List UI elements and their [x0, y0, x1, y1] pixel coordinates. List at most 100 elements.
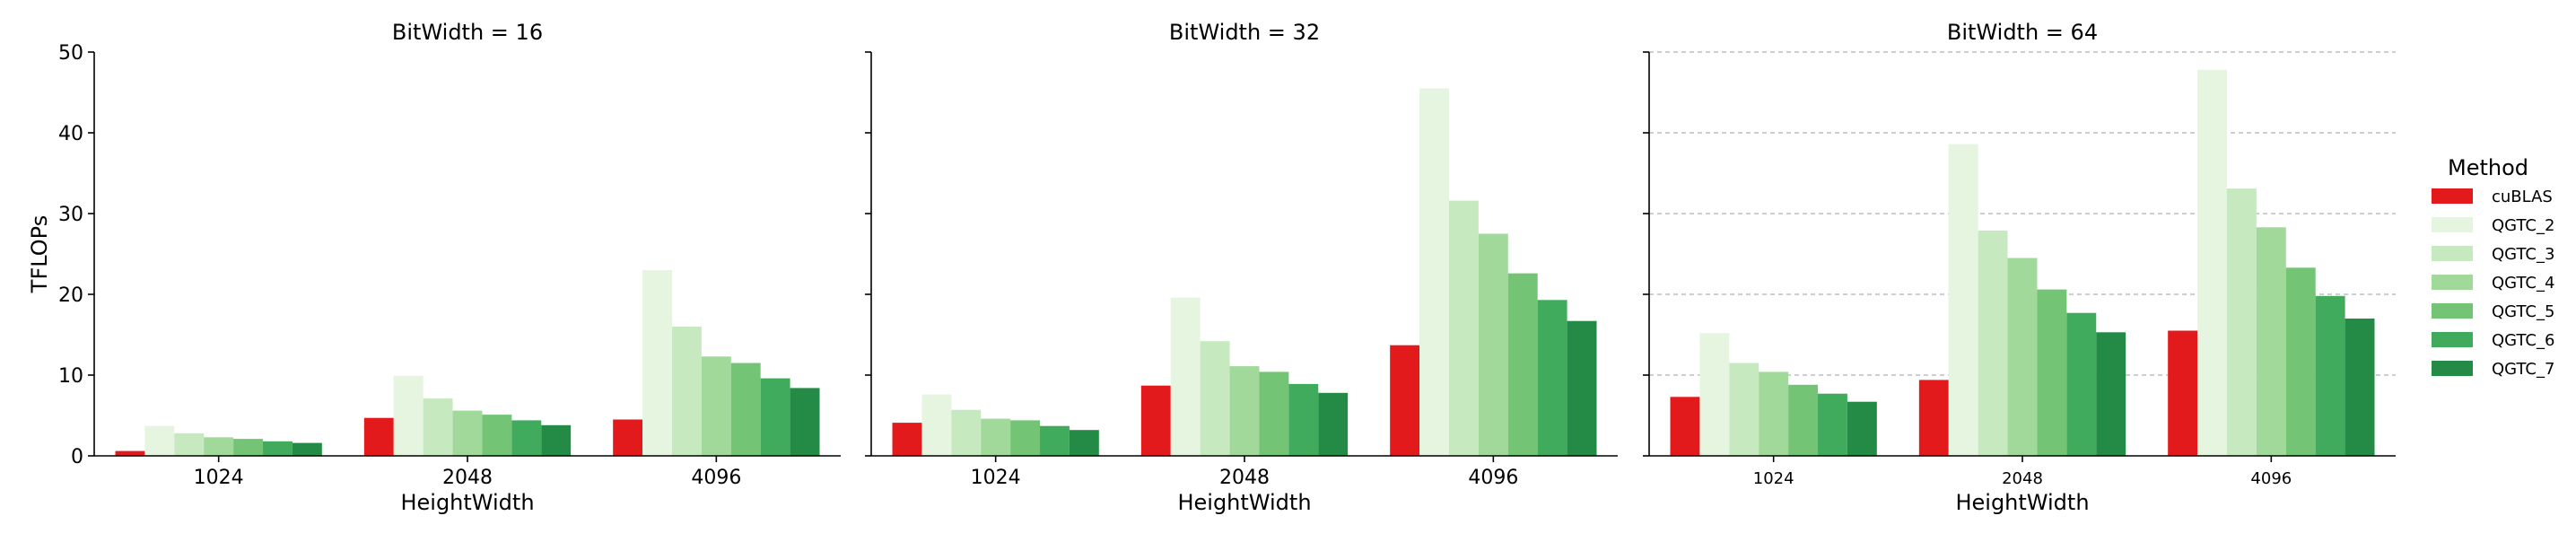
- x-axis-label: HeightWidth: [1177, 490, 1311, 515]
- bar-qgtc_7-4096: [1567, 320, 1597, 456]
- bar-qgtc_2-4096: [642, 270, 672, 456]
- bar-qgtc_5-2048: [1259, 372, 1289, 456]
- bar-qgtc_3-4096: [671, 327, 702, 456]
- x-tick-label: 4096: [691, 467, 741, 489]
- x-axis-label: HeightWidth: [400, 490, 534, 515]
- legend-label-qgtc_3: QGTC_3: [2492, 245, 2554, 264]
- bar-qgtc_2-4096: [2197, 69, 2227, 457]
- bar-qgtc_3-2048: [1978, 230, 2008, 456]
- bar-qgtc_4-4096: [1478, 233, 1508, 456]
- bar-cublas-1024: [115, 450, 145, 456]
- legend-swatch-cublas: [2432, 188, 2473, 204]
- bar-qgtc_2-1024: [144, 425, 175, 456]
- bar-qgtc_3-2048: [1200, 341, 1230, 456]
- bar-cublas-1024: [1670, 397, 1700, 456]
- bar-qgtc_7-1024: [292, 442, 322, 456]
- bar-qgtc_2-2048: [1948, 144, 1978, 456]
- bar-qgtc_7-1024: [1847, 401, 1877, 456]
- bar-qgtc_5-1024: [1788, 384, 1819, 456]
- legend-swatch-qgtc_5: [2432, 303, 2473, 319]
- bar-qgtc_4-1024: [981, 418, 1011, 456]
- bar-qgtc_7-4096: [790, 388, 820, 456]
- bar-qgtc_6-4096: [760, 378, 790, 456]
- bar-qgtc_2-1024: [1699, 333, 1730, 456]
- legend-label-qgtc_4: QGTC_4: [2492, 274, 2554, 293]
- bar-cublas-4096: [2168, 330, 2198, 456]
- x-tick-label: 2048: [1219, 467, 1270, 489]
- bar-qgtc_6-2048: [2066, 312, 2097, 456]
- bar-qgtc_3-4096: [2226, 188, 2257, 456]
- x-tick-label: 4096: [2250, 469, 2292, 488]
- bar-qgtc_6-4096: [2315, 295, 2345, 456]
- legend-swatch-qgtc_3: [2432, 246, 2473, 261]
- bar-qgtc_3-1024: [1729, 363, 1760, 456]
- x-tick-label: 1024: [194, 467, 244, 489]
- x-tick-label: 1024: [971, 467, 1021, 489]
- bar-qgtc_5-2048: [482, 415, 512, 456]
- x-tick-label: 2048: [2002, 469, 2043, 488]
- bar-qgtc_6-1024: [1040, 425, 1070, 456]
- bar-qgtc_4-2048: [2007, 258, 2038, 456]
- y-tick-label: 40: [58, 123, 83, 145]
- legend-swatch-qgtc_7: [2432, 361, 2473, 376]
- x-tick-label: 1024: [1753, 469, 1794, 488]
- legend-swatch-qgtc_4: [2432, 275, 2473, 290]
- bar-qgtc_3-4096: [1448, 200, 1479, 456]
- bar-qgtc_4-4096: [701, 356, 731, 456]
- bar-qgtc_6-1024: [263, 441, 293, 456]
- y-tick-label: 20: [58, 284, 83, 307]
- bar-qgtc_4-1024: [1759, 372, 1789, 456]
- bar-qgtc_5-4096: [1507, 273, 1538, 456]
- bar-cublas-1024: [892, 423, 922, 456]
- bar-qgtc_6-1024: [1818, 393, 1847, 456]
- bar-qgtc_5-4096: [730, 363, 761, 456]
- legend-label-qgtc_6: QGTC_6: [2492, 331, 2554, 350]
- bar-qgtc_2-2048: [393, 375, 424, 456]
- bar-qgtc_7-4096: [2345, 319, 2375, 456]
- y-tick-label: 10: [58, 365, 83, 388]
- bar-qgtc_3-1024: [174, 433, 205, 456]
- bar-qgtc_6-4096: [1537, 300, 1567, 456]
- bar-qgtc_4-1024: [204, 437, 234, 456]
- bar-cublas-2048: [363, 417, 394, 456]
- bar-qgtc_6-2048: [1288, 383, 1319, 456]
- bar-qgtc_6-2048: [511, 420, 542, 456]
- panel-3: 1024 2048 4096 HeightWidth BitWidth = 64: [1643, 20, 2396, 515]
- bar-qgtc_7-2048: [1318, 392, 1349, 456]
- x-tick-label: 4096: [1468, 467, 1518, 489]
- bar-qgtc_7-2048: [541, 424, 572, 456]
- legend-swatch-qgtc_6: [2432, 332, 2473, 347]
- legend-swatch-qgtc_2: [2432, 217, 2473, 232]
- legend-label-qgtc_2: QGTC_2: [2492, 216, 2554, 235]
- bar-qgtc_5-2048: [2037, 289, 2067, 456]
- bar-qgtc_5-1024: [233, 439, 264, 456]
- y-tick-label: 30: [58, 204, 83, 226]
- y-tick-label: 50: [58, 42, 83, 65]
- bar-cublas-2048: [1918, 380, 1949, 456]
- bar-qgtc_2-4096: [1419, 88, 1449, 456]
- bar-qgtc_7-1024: [1069, 430, 1099, 456]
- legend: Method cuBLAS QGTC_2 QGTC_3 QGTC_4 QGTC_5 QGTC…: [2432, 155, 2554, 379]
- y-axis-label: TFLOPs: [27, 215, 52, 293]
- panel-2: 1024 2048 4096 HeightWidth BitWidth = 32: [865, 20, 1618, 515]
- bar-qgtc_7-2048: [2096, 332, 2126, 456]
- legend-title: Method: [2448, 155, 2528, 180]
- x-axis-label: HeightWidth: [1955, 490, 2089, 515]
- bar-qgtc_2-1024: [921, 394, 952, 456]
- bar-qgtc_2-2048: [1170, 297, 1201, 456]
- panel-title: BitWidth = 16: [392, 20, 543, 45]
- bar-cublas-4096: [1390, 345, 1420, 456]
- bar-cublas-2048: [1140, 385, 1171, 456]
- panel-1: 0 10 20 30 40 50 1024 2048 4096 HeightWidth BitWid…: [58, 20, 841, 515]
- bar-qgtc_5-1024: [1010, 420, 1041, 456]
- legend-label-qgtc_7: QGTC_7: [2492, 360, 2554, 379]
- panel-title: BitWidth = 32: [1169, 20, 1320, 45]
- bar-qgtc_4-4096: [2256, 227, 2286, 456]
- panel-title: BitWidth = 64: [1947, 20, 2098, 45]
- x-tick-label: 2048: [442, 467, 493, 489]
- bar-qgtc_4-2048: [1229, 366, 1260, 456]
- y-tick-label: 0: [71, 446, 83, 468]
- bar-cublas-4096: [613, 419, 643, 456]
